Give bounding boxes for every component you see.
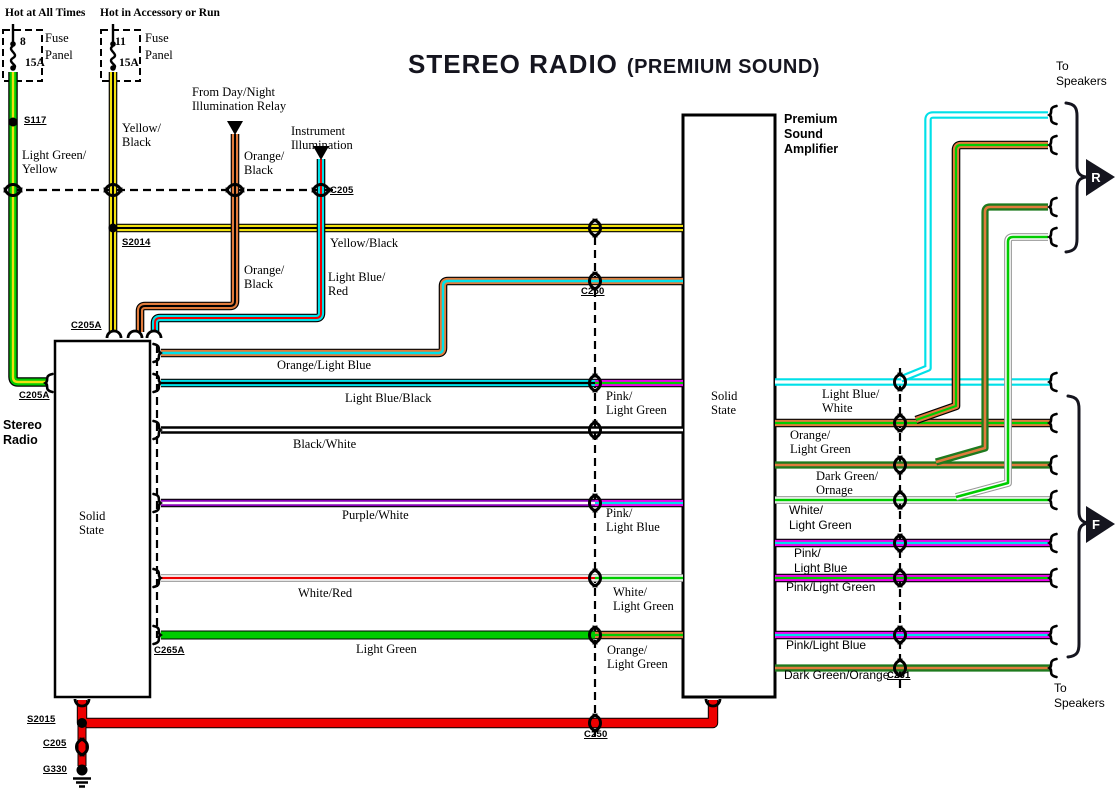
day-night-relay-label: From Day/Night Illumination Relay xyxy=(192,85,287,113)
wire-orange-black xyxy=(140,134,235,332)
connector-c205-bottom-label: C205 xyxy=(43,738,67,749)
splice-s2015-label: S2015 xyxy=(27,714,56,725)
fuse-left-slot: 8 xyxy=(20,36,26,48)
fuse-left-rating: 15A xyxy=(25,57,45,69)
fuse-right-panel-label: Fuse Panel xyxy=(145,31,173,62)
fuse-box-right xyxy=(100,29,141,82)
rear-speaker-arrow-letter: R xyxy=(1091,170,1101,185)
fuse-right-heading: Hot in Accessory or Run xyxy=(100,7,220,19)
wire-label-pink-light-blue-right2: Pink/Light Blue xyxy=(786,638,867,652)
fuse-left-panel-label: Fuse Panel xyxy=(45,31,73,62)
wire-label-light-blue-white: Light Blue/ White xyxy=(822,387,880,415)
wire-label-light-blue-black: Light Blue/Black xyxy=(345,391,432,405)
day-night-relay-arrow-icon xyxy=(227,121,243,135)
splice-s2014-dot xyxy=(108,223,118,233)
ground-g330-label: G330 xyxy=(43,764,68,775)
wire-label-pink-light-green-right: Pink/Light Green xyxy=(786,580,876,594)
wire-label-white-light-green-right: White/ Light Green xyxy=(789,503,852,532)
wire-label-black-white: Black/White xyxy=(293,437,357,451)
wire-label-light-blue-red: Light Blue/ Red xyxy=(328,270,386,298)
wire-label-light-green-yellow: Light Green/ Yellow xyxy=(22,148,87,176)
wire-label-dark-green-ornage: Dark Green/ Ornage xyxy=(816,469,879,497)
connector-c250-lower-label: C250 xyxy=(584,729,608,740)
wire-label-orange-light-blue: Orange/Light Blue xyxy=(277,358,372,372)
splices-and-ground xyxy=(8,41,118,788)
stereo-radio-box xyxy=(53,339,152,699)
instrument-illumination-arrow-icon xyxy=(313,146,329,160)
stereo-radio-label: Stereo Radio xyxy=(3,418,42,447)
connector-c205a-left-label: C205A xyxy=(19,390,50,401)
fuse-symbols xyxy=(9,24,117,70)
connector-c265a-label: C265A xyxy=(154,645,185,656)
wire-label-orange-black-lower: Orange/ Black xyxy=(244,263,285,291)
source-arrows xyxy=(227,121,329,160)
wire-label-white-light-green-mid: White/ Light Green xyxy=(613,585,674,613)
component-boxes xyxy=(2,29,777,699)
fuse-right-rating: 15A xyxy=(119,57,139,69)
rear-speaker-arrow-icon xyxy=(1086,159,1115,196)
speaker-arrows xyxy=(1086,159,1115,543)
wire-label-dark-green-orange-right: Dark Green/Orange xyxy=(784,668,890,682)
wire-red-power-ground xyxy=(82,700,713,766)
wire-label-yellow-black-vertical: Yellow/ Black xyxy=(122,121,162,149)
to-speakers-front-label: To Speakers xyxy=(1054,681,1105,710)
wire-label-purple-white: Purple/White xyxy=(342,508,409,522)
connector-c205-top-label: C205 xyxy=(330,185,354,196)
wire-rear-branches xyxy=(901,115,1048,497)
splice-s117-dot xyxy=(8,117,18,127)
radio-solid-state-label: Solid State xyxy=(79,509,106,537)
speaker-braces xyxy=(1064,101,1089,659)
wire-label-orange-light-green-right: Orange/ Light Green xyxy=(790,428,851,456)
wire-label-yellow-black-horizontal: Yellow/Black xyxy=(330,236,399,250)
page-title: STEREO RADIO (PREMIUM SOUND) xyxy=(408,49,820,80)
wire-label-pink-light-blue-right1: Pink/ Light Blue xyxy=(794,546,848,575)
title-main: STEREO RADIO xyxy=(408,49,618,79)
amplifier-box xyxy=(681,113,777,699)
to-speakers-rear-label: To Speakers xyxy=(1056,59,1107,88)
splice-s117-label: S117 xyxy=(24,115,47,126)
connector-c205a-top-label: C205A xyxy=(71,320,102,331)
amplifier-label: Premium Sound Amplifier xyxy=(784,112,839,156)
connector-c261-label: C261 xyxy=(887,670,911,681)
wire-label-orange-black-upper: Orange/ Black xyxy=(244,149,285,177)
fuse-left-heading: Hot at All Times xyxy=(5,7,86,19)
fuse-right-slot: 11 xyxy=(115,36,126,48)
wire-label-pink-light-blue-mid: Pink/ Light Blue xyxy=(606,506,660,534)
front-speakers-brace xyxy=(1066,394,1089,659)
wire-label-white-red: White/Red xyxy=(298,586,353,600)
amp-solid-state-label: Solid State xyxy=(711,389,738,417)
rear-speakers-brace xyxy=(1064,101,1087,254)
splice-s2015-dot xyxy=(77,718,87,728)
front-speaker-arrow-icon xyxy=(1086,506,1115,543)
ground-g330-icon xyxy=(73,764,91,788)
title-sub: (PREMIUM SOUND) xyxy=(626,56,820,78)
wire-label-orange-light-green-mid: Orange/ Light Green xyxy=(607,643,668,671)
connector-c250-upper-label: C250 xyxy=(581,286,605,297)
splice-s2014-label: S2014 xyxy=(122,237,151,248)
instrument-illumination-label: Instrument Illumination xyxy=(291,124,353,152)
wire-label-pink-light-green-mid: Pink/ Light Green xyxy=(606,389,667,417)
wire-label-light-green: Light Green xyxy=(356,642,417,656)
front-speaker-arrow-letter: F xyxy=(1092,517,1100,532)
fuse-box-left xyxy=(2,29,43,82)
